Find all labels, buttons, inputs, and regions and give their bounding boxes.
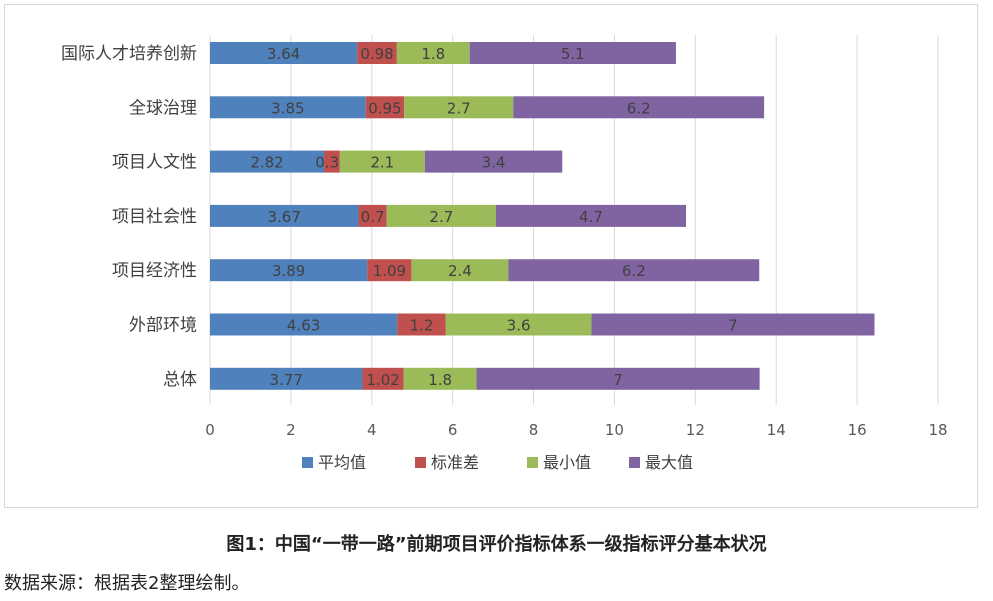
data-label: 2.4: [448, 262, 472, 280]
x-tick-label: 16: [848, 421, 867, 439]
bar-segment: [476, 367, 760, 390]
data-label: 7: [728, 317, 738, 335]
data-label: 3.67: [268, 208, 301, 226]
data-label: 1.2: [410, 317, 434, 335]
bars: 3.64 0.98 1.8 5.13.85 0.95 2.7 6.22.82 0.39 2.1 3…: [210, 42, 875, 390]
data-label: 6.2: [627, 99, 651, 117]
data-label: 3.85: [271, 99, 304, 117]
data-label: 2.1: [370, 154, 394, 172]
category-label: 外部环境: [129, 316, 197, 336]
data-label: 4.7: [579, 208, 603, 226]
bar-segment: [210, 96, 366, 119]
bar-segment: [362, 367, 404, 390]
data-label: 4.63: [287, 317, 320, 335]
legend-label: 最大值: [645, 453, 693, 472]
legend-swatch: [629, 457, 640, 468]
data-label: 3.4: [482, 154, 506, 172]
data-label: 1.09: [373, 262, 406, 280]
data-label: 6.2: [622, 262, 646, 280]
data-label: 7: [613, 371, 623, 389]
bar-segment: [324, 150, 340, 173]
bar-segment: [445, 313, 592, 336]
bar-segment: [210, 367, 363, 390]
bar-segment: [469, 42, 676, 64]
bar-segment: [210, 150, 325, 173]
legend: 平均值 标准差 最小值 最大值: [302, 453, 693, 472]
data-label: 5.1: [561, 45, 585, 63]
bar-segment: [508, 259, 760, 282]
x-tick-label: 14: [767, 421, 786, 439]
bar-segment: [591, 313, 875, 336]
x-tick-label: 18: [928, 421, 947, 439]
bar-segment: [365, 96, 405, 119]
x-tick-label: 2: [286, 421, 296, 439]
data-label: 2.7: [429, 208, 453, 226]
x-tick-label: 12: [686, 421, 705, 439]
data-label: 0.98: [360, 45, 393, 63]
data-label: 1.8: [428, 371, 452, 389]
x-tick-label: 10: [605, 421, 624, 439]
bar-segment: [210, 42, 358, 64]
legend-swatch: [415, 457, 426, 468]
category-label: 项目经济性: [112, 261, 197, 281]
bar-segment: [367, 259, 412, 282]
legend-label: 最小值: [543, 453, 591, 472]
bar-segment: [411, 259, 509, 282]
x-tick-label: 0: [205, 421, 215, 439]
x-tick-label: 6: [448, 421, 458, 439]
bar-segment: [210, 313, 398, 336]
bar-segment: [357, 42, 397, 64]
figure-caption: 图1：中国“一带一路”前期项目评价指标体系一级指标评分基本状况: [226, 534, 767, 555]
axes: 0 2 4 6 8 10 12 14 16 18 国际人才培养创新全球治理项目人文性项目社会性项目经…: [61, 44, 948, 439]
bar-segment: [339, 150, 425, 173]
x-tick-label: 4: [367, 421, 377, 439]
bar-segment: [397, 313, 446, 336]
bar-segment: [210, 204, 359, 227]
bar-segment: [396, 42, 470, 64]
data-label: 3.89: [272, 262, 305, 280]
category-label: 国际人才培养创新: [61, 44, 197, 64]
data-label: 0.7: [361, 208, 385, 226]
data-label: 3.77: [270, 371, 303, 389]
data-label: 3.6: [507, 317, 531, 335]
legend-swatch: [527, 457, 538, 468]
source-note: 数据来源：根据表2整理绘制。: [4, 573, 250, 594]
data-label: 1.02: [366, 371, 399, 389]
bar-segment: [386, 204, 496, 227]
x-tick-label: 8: [529, 421, 539, 439]
category-label: 总体: [163, 370, 197, 390]
data-label: 2.7: [447, 99, 471, 117]
bar-segment: [404, 96, 514, 119]
category-label: 项目社会性: [112, 207, 197, 227]
stacked-bar-chart: 3.64 0.98 1.8 5.13.85 0.95 2.7 6.22.82 0.39 2.1 3…: [61, 35, 948, 472]
category-label: 全球治理: [129, 98, 197, 118]
legend-label: 标准差: [431, 453, 479, 472]
category-label: 项目人文性: [112, 153, 197, 173]
bar-segment: [358, 204, 387, 227]
legend-label: 平均值: [318, 453, 366, 472]
bar-segment: [403, 367, 477, 390]
data-label: 2.82: [250, 154, 283, 172]
data-label: 3.64: [267, 45, 300, 63]
bar-segment: [424, 150, 563, 173]
bar-segment: [495, 204, 687, 227]
bar-segment: [210, 259, 368, 282]
legend-swatch: [302, 457, 313, 468]
bar-segment: [513, 96, 765, 119]
chart-frame: 3.64 0.98 1.8 5.1 3.85 0.95 2.7 6.2 2.82 0.39 2.1 3…: [4, 4, 978, 508]
data-label: 1.8: [421, 45, 445, 63]
data-label: 0.95: [368, 99, 401, 117]
